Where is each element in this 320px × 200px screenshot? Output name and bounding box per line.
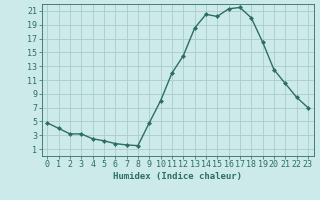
X-axis label: Humidex (Indice chaleur): Humidex (Indice chaleur) xyxy=(113,172,242,181)
